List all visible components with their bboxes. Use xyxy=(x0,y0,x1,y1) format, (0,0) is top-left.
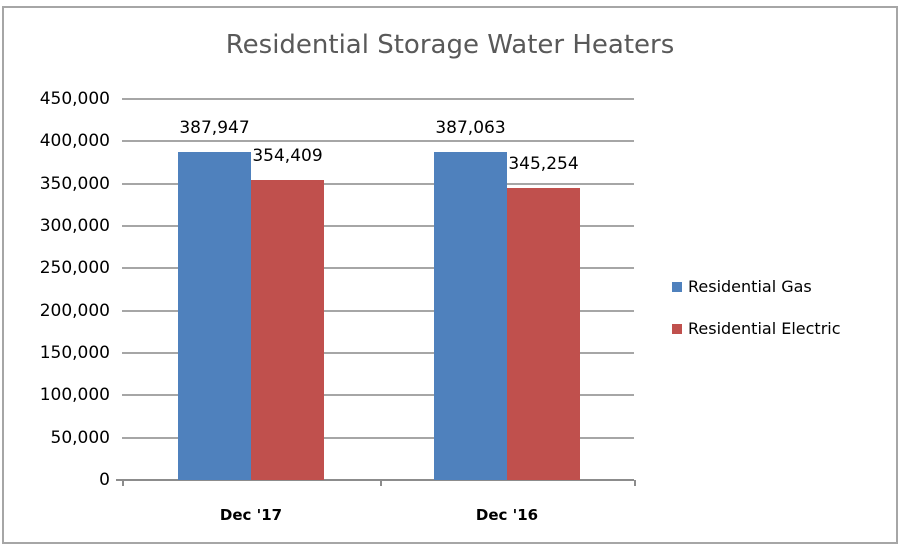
gridline xyxy=(122,436,634,439)
y-tick-label: 350,000 xyxy=(39,173,110,194)
y-tick-label: 100,000 xyxy=(39,385,110,406)
legend-label-gas: Residential Gas xyxy=(688,277,812,296)
bar-gas xyxy=(434,152,507,480)
bar-gas xyxy=(178,151,251,480)
bar-electric xyxy=(507,187,580,480)
y-tick-label: 300,000 xyxy=(39,216,110,236)
y-tick-label: 450,000 xyxy=(39,89,110,109)
gridline xyxy=(122,309,634,312)
data-label: 387,947 xyxy=(179,117,250,138)
y-tick-label: 200,000 xyxy=(39,300,110,321)
x-axis-line xyxy=(116,479,634,481)
legend-label-electric: Residential Electric xyxy=(688,319,841,338)
data-label: 345,254 xyxy=(508,153,579,174)
gridline xyxy=(122,140,634,143)
bar-electric xyxy=(251,179,324,480)
x-axis-tick xyxy=(634,480,636,486)
y-tick-label: 400,000 xyxy=(39,131,110,152)
y-tick-label: 250,000 xyxy=(39,258,110,279)
legend-item-gas: Residential Gas xyxy=(672,277,812,296)
gridline xyxy=(122,394,634,397)
gridline xyxy=(122,225,634,227)
x-category-label: Dec '16 xyxy=(475,506,539,524)
y-tick-label: 50,000 xyxy=(50,427,110,448)
x-category-label: Dec '17 xyxy=(219,506,283,524)
legend-swatch-electric-icon xyxy=(672,323,682,334)
x-axis-tick xyxy=(380,480,382,486)
chart-title: Residential Storage Water Heaters xyxy=(225,30,675,60)
y-tick-label: 150,000 xyxy=(39,343,110,363)
legend-item-electric: Residential Electric xyxy=(672,319,841,338)
gridline xyxy=(122,182,634,185)
gridline xyxy=(122,267,634,270)
x-axis-tick xyxy=(122,480,124,486)
gridline xyxy=(122,98,634,100)
gridline xyxy=(122,352,634,354)
data-label: 387,063 xyxy=(435,118,506,139)
y-tick-label: 0 xyxy=(99,470,110,490)
data-label: 354,409 xyxy=(252,145,323,166)
legend-swatch-gas-icon xyxy=(672,281,682,292)
